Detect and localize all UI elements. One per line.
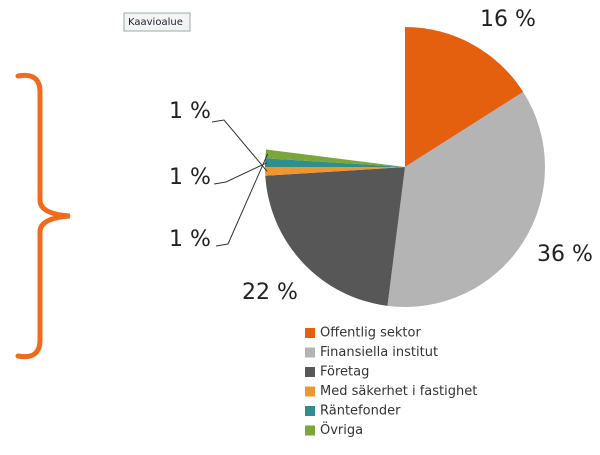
legend-label: Finansiella institut (320, 345, 438, 360)
pie-slice (405, 27, 524, 167)
legend-swatch (305, 386, 315, 397)
legend-label: Övriga (320, 421, 363, 438)
pie-slice (387, 91, 546, 308)
legend-swatch (305, 425, 315, 436)
legend-swatch (305, 328, 315, 338)
data-label: 36 % (537, 242, 593, 267)
legend-label: Offentlig sektor (320, 326, 421, 341)
legend-swatch (305, 367, 315, 377)
tooltip: Kaavioalue (128, 17, 183, 28)
legend-swatch (305, 347, 315, 358)
leader-line (211, 119, 268, 172)
pie-slice (265, 167, 405, 176)
tooltip-box (123, 12, 191, 32)
data-label: 1 % (169, 99, 211, 124)
legend-label: Med säkerhet i fastighet (320, 384, 477, 399)
data-label: 16 % (480, 7, 536, 32)
pie-slice (265, 149, 405, 167)
legend-swatch (305, 406, 315, 416)
data-label: 22 % (242, 280, 298, 305)
leader-line (215, 153, 269, 247)
legend-label: Företag (320, 365, 369, 380)
data-label: 1 % (169, 227, 211, 252)
leader-line (213, 162, 268, 185)
bracket (15, 72, 71, 360)
pie-slice (265, 158, 405, 167)
data-label: 1 % (169, 165, 211, 190)
pie-slice (265, 167, 405, 306)
legend-label: Räntefonder (320, 404, 401, 419)
